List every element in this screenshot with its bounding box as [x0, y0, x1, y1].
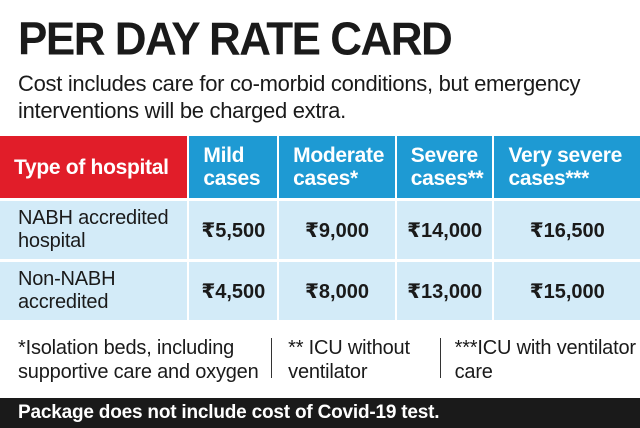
- mild-rate-cell: ₹4,500: [189, 262, 278, 320]
- very-severe-rate-cell: ₹15,000: [494, 262, 640, 320]
- footer-note: Package does not include cost of Covid-1…: [0, 398, 640, 428]
- moderate-rate-cell: ₹8,000: [279, 262, 395, 320]
- subtitle: Cost includes care for co-morbid conditi…: [18, 71, 581, 123]
- footnotes: *Isolation beds, including supportive ca…: [0, 328, 640, 392]
- table-header-row: Type of hospital Mild cases Moderate cas…: [0, 136, 640, 198]
- moderate-rate-cell: ₹9,000: [279, 201, 395, 259]
- hospital-type-cell: Non-NABH accredited: [0, 262, 188, 320]
- mild-rate-cell: ₹5,500: [189, 201, 278, 259]
- severe-rate-cell: ₹13,000: [396, 262, 493, 320]
- table-row: Non-NABH accredited ₹4,500 ₹8,000 ₹13,00…: [0, 262, 640, 320]
- header-mild-cases: Mild cases: [189, 136, 278, 198]
- footnote-divider: [439, 338, 441, 378]
- footnote-very-severe: ***ICU with ventilator care: [454, 337, 636, 383]
- footnote-divider: [271, 338, 273, 378]
- header-moderate-cases: Moderate cases*: [279, 136, 395, 198]
- footnote-moderate: *Isolation beds, including supportive ca…: [18, 337, 259, 383]
- very-severe-rate-cell: ₹16,500: [494, 201, 640, 259]
- table-row: NABH accredited hospital ₹5,500 ₹9,000 ₹…: [0, 201, 640, 259]
- page-title: PER DAY RATE CARD: [18, 12, 453, 65]
- severe-rate-cell: ₹14,000: [396, 201, 493, 259]
- footnote-severe: ** ICU without ventilator: [288, 337, 410, 383]
- hospital-type-cell: NABH accredited hospital: [0, 201, 188, 259]
- header-very-severe-cases: Very severe cases***: [494, 136, 640, 198]
- header-severe-cases: Severe cases**: [396, 136, 493, 198]
- header-type-of-hospital: Type of hospital: [0, 136, 188, 198]
- rate-table: Type of hospital Mild cases Moderate cas…: [0, 136, 640, 320]
